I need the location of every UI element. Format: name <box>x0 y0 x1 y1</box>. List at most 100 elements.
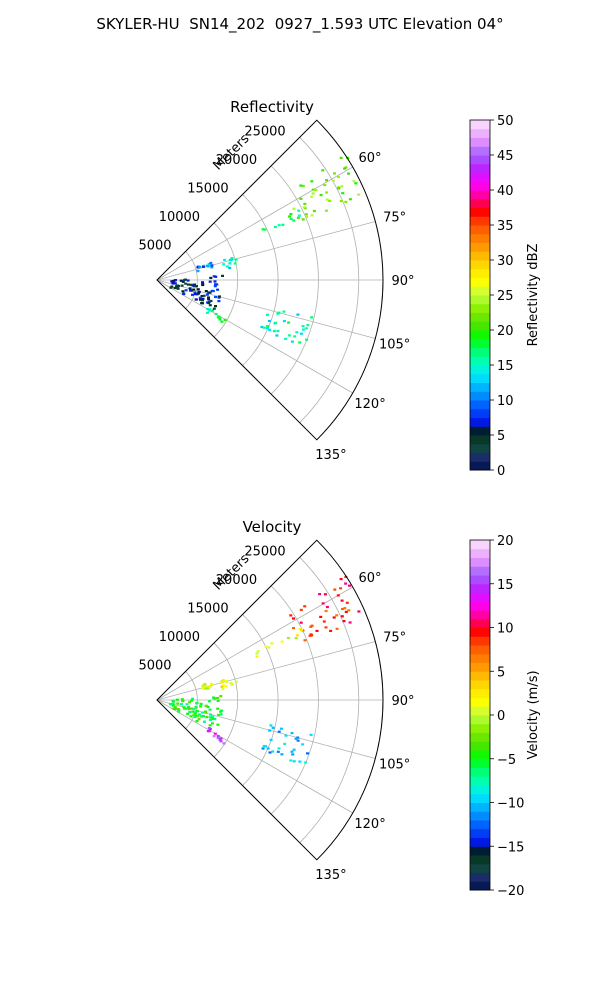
echo-gate <box>339 156 343 159</box>
echo-gate <box>256 650 260 653</box>
echo-gate <box>277 224 281 227</box>
range-tick-label: 15000 <box>187 181 228 196</box>
echo-gate <box>184 707 188 710</box>
colorbar-segment <box>470 548 490 558</box>
echo-gate <box>289 614 293 617</box>
colorbar-tick-label: 45 <box>497 149 514 164</box>
echo-gate <box>219 710 223 713</box>
echo-gate <box>214 295 217 299</box>
colorbar-segment <box>470 723 490 733</box>
colorbar-segment <box>470 128 490 138</box>
echo-gate <box>296 739 300 742</box>
echo-gate <box>295 331 299 334</box>
echo-gate <box>325 191 329 194</box>
echo-gate <box>319 193 323 197</box>
echo-gate <box>193 711 197 714</box>
colorbar-segment <box>470 601 490 611</box>
range-tick-label: 15000 <box>187 601 228 616</box>
echo-gate <box>222 742 226 745</box>
echo-gate <box>273 225 277 229</box>
echo-gate <box>303 639 307 642</box>
echo-gate <box>339 200 343 203</box>
colorbar-segment <box>470 356 490 366</box>
echo-gate <box>194 714 198 717</box>
echo-gate <box>337 187 341 190</box>
echo-gate <box>217 295 221 298</box>
echo-gate <box>219 740 223 743</box>
echo-gate <box>199 298 202 301</box>
echo-gate <box>308 634 312 637</box>
colorbar-segment <box>470 312 490 322</box>
colorbar-segment <box>470 785 490 795</box>
echo-gate <box>268 729 272 732</box>
echo-gate <box>271 750 275 753</box>
colorbar-segment <box>470 251 490 261</box>
reflectivity-panel: Reflectivity500010000150002000025000Mete… <box>138 98 541 479</box>
echo-gate <box>298 341 302 344</box>
echo-gate <box>217 713 220 716</box>
echo-gate <box>269 738 273 741</box>
echo-gate <box>199 705 203 708</box>
echo-gate <box>190 699 194 702</box>
colorbar-segment <box>470 233 490 243</box>
echo-gate <box>211 309 215 312</box>
echo-gate <box>225 265 229 268</box>
echo-gate <box>347 609 351 612</box>
range-tick-label: 5000 <box>138 238 171 253</box>
colorbar-tick-label: 0 <box>497 464 505 479</box>
echo-gate <box>214 305 217 308</box>
echo-gate <box>193 716 197 719</box>
echo-gate <box>207 298 211 301</box>
echo-gate <box>191 293 194 296</box>
colorbar-segment <box>470 872 490 882</box>
echo-gate <box>201 299 204 302</box>
echo-gate <box>284 734 288 737</box>
echo-gate <box>287 321 291 324</box>
echo-gate <box>181 290 185 293</box>
echo-gate <box>230 257 234 260</box>
echo-gate <box>214 312 218 316</box>
echo-gate <box>299 621 303 624</box>
echo-gate <box>200 302 204 305</box>
page-title: SKYLER-HU SN14_202 0927_1.593 UTC Elevat… <box>96 15 504 33</box>
colorbar-segment <box>470 758 490 768</box>
echo-gate <box>297 209 301 212</box>
azimuth-gridline <box>156 221 376 281</box>
azimuth-tick-label: 135° <box>315 868 346 883</box>
echo-gate <box>268 328 272 331</box>
echo-gate <box>288 215 291 218</box>
echo-gate <box>201 711 204 714</box>
colorbar-tick-label: 30 <box>497 254 514 269</box>
azimuth-tick-label: 135° <box>315 448 346 463</box>
echo-gate <box>292 617 295 620</box>
colorbar-segment <box>470 671 490 681</box>
echo-gate <box>219 713 223 716</box>
echo-gate <box>267 319 271 323</box>
echo-gate <box>182 707 186 710</box>
colorbar-segment <box>470 793 490 803</box>
echo-gate <box>263 228 267 231</box>
colorbar-tick-label: 20 <box>497 324 514 339</box>
echo-gate <box>184 278 188 281</box>
echo-gate <box>207 263 211 266</box>
colorbar-segment <box>470 636 490 646</box>
azimuth-gridline <box>156 166 353 281</box>
echo-gate <box>173 286 177 290</box>
echo-gate <box>261 747 265 750</box>
azimuth-gridline <box>156 641 376 701</box>
echo-gate <box>221 688 225 691</box>
echo-gate <box>209 276 213 279</box>
azimuth-tick-label: 75° <box>383 630 406 645</box>
colorbar-segment <box>470 207 490 217</box>
azimuth-tick-label: 90° <box>391 694 414 709</box>
echo-gate <box>304 327 308 330</box>
echo-gate <box>217 300 221 303</box>
colorbar-segment <box>470 540 490 550</box>
echo-gate <box>260 325 264 329</box>
echo-gate <box>211 722 214 725</box>
colorbar-segment <box>470 820 490 830</box>
echo-gate <box>264 745 268 748</box>
echo-gate <box>195 720 199 723</box>
echo-gate <box>303 202 307 205</box>
echo-gate <box>205 264 209 267</box>
